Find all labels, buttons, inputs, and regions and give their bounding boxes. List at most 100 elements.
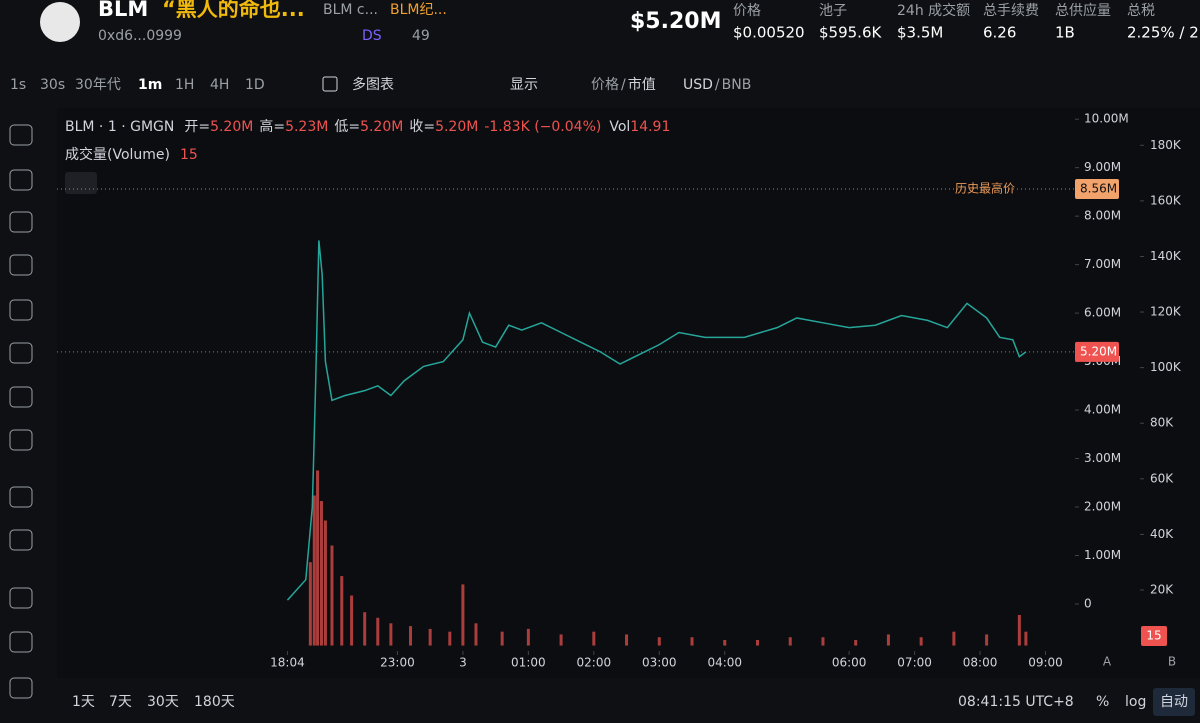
y2-tick-label: 140K (1150, 249, 1182, 263)
legend-title: 成交量(Volume) (65, 146, 170, 163)
usd[interactable]: USD (683, 77, 713, 93)
volume-bar (919, 637, 923, 646)
interval[interactable]: 4H (210, 77, 229, 93)
stat-value: $3.5M (897, 24, 943, 42)
ohlc-legend: BLM · 1 · GMGN 开=5.20M 高=5.23M 低=5.20M 收=5.2… (65, 118, 670, 135)
interval[interactable]: 1s (10, 77, 26, 93)
range[interactable]: 1天 (72, 694, 95, 710)
volume-bar (500, 631, 504, 646)
auto-bg (1153, 688, 1195, 716)
views: 49 (412, 28, 430, 44)
tool-icon[interactable] (9, 342, 33, 364)
tool-icon[interactable] (9, 486, 33, 508)
tool-icon[interactable] (9, 386, 33, 408)
ath-label: 8.56M (1080, 182, 1117, 196)
x-tick-label: 08:00 (963, 656, 998, 670)
volume-bar (657, 637, 661, 646)
interval[interactable]: 1m (138, 77, 162, 93)
y2-tick-label: 180K (1150, 138, 1182, 152)
mcap[interactable]: 市值 (628, 76, 656, 93)
bnb[interactable]: BNB (722, 77, 752, 93)
tool-icon[interactable] (9, 169, 33, 191)
y-tick-label: 8.00M (1084, 209, 1121, 223)
y2-tick-label: 40K (1150, 527, 1174, 541)
stat-label: 总税 (1127, 3, 1155, 19)
value: 5.20M (435, 119, 478, 135)
value: 5.20M (210, 119, 253, 135)
volume-bar (409, 626, 413, 646)
multi-chart[interactable]: 多图表 (352, 76, 394, 93)
stat-label: 价格 (733, 3, 761, 19)
tool-icon[interactable] (9, 254, 33, 276)
price-mcap: 价格 / 市值 (591, 76, 656, 93)
y-tick-label: 7.00M (1084, 257, 1121, 271)
tag[interactable]: BLM c... (323, 2, 378, 18)
auto[interactable]: 自动 (1160, 694, 1188, 710)
interval[interactable]: 1D (245, 77, 265, 93)
ath-label-bg (1075, 179, 1119, 200)
volume-bar (448, 631, 452, 646)
collapse-button[interactable] (65, 172, 97, 194)
y-tick-label: 2.00M (1084, 500, 1121, 514)
stat-value: $595.6K (819, 24, 882, 42)
volume-bar (952, 631, 956, 646)
volume-bar (821, 637, 825, 646)
clock: 08:41:15 UTC+8 (958, 694, 1074, 710)
x-tick-label: 3 (459, 656, 467, 670)
volume-legend: 成交量(Volume) 15 (65, 146, 198, 163)
value: 15 (180, 147, 198, 163)
volume-bar (363, 612, 367, 646)
tool-icon[interactable] (9, 631, 33, 653)
y-tick-label: 10.00M (1084, 112, 1129, 126)
tool-icon[interactable] (9, 124, 33, 146)
y2-tick-label: 20K (1150, 582, 1174, 596)
y2-tick-label: 80K (1150, 416, 1174, 430)
label: 开= (184, 119, 210, 135)
volume-bar (723, 639, 727, 646)
interval[interactable]: 30年代 (75, 77, 121, 93)
interval[interactable]: 1H (175, 77, 194, 93)
y2-tick-label: 60K (1150, 471, 1174, 485)
volume-bar (376, 617, 380, 646)
y2-tick-label: 120K (1150, 305, 1182, 319)
x-tick-label: 18:04 (270, 656, 305, 670)
range[interactable]: 180天 (194, 694, 235, 710)
price[interactable]: 价格 (591, 77, 619, 93)
percent[interactable]: % (1096, 694, 1109, 710)
ds[interactable]: DS (362, 28, 382, 44)
tool-icon[interactable] (9, 529, 33, 551)
stat-value: $0.00520 (733, 24, 805, 42)
tool-icon[interactable] (9, 211, 33, 233)
y-tick-label: 1.00M (1084, 548, 1121, 562)
range[interactable]: 30天 (147, 694, 179, 710)
interval[interactable]: 30s (40, 77, 65, 93)
tag[interactable]: BLM纪... (390, 2, 447, 18)
axis-button[interactable]: A (1103, 655, 1112, 669)
address[interactable]: 0xd6...0999 (98, 28, 182, 44)
tool-icon[interactable] (9, 587, 33, 609)
legend-title: BLM · 1 · GMGN (65, 119, 174, 135)
token-name[interactable]: “黑人的命也... (162, 0, 305, 21)
volume-bar (625, 634, 629, 646)
y-tick-label: 0 (1084, 596, 1092, 610)
price-label-bg (1075, 341, 1119, 362)
volume-bar (854, 639, 858, 646)
x-tick-label: 09:00 (1028, 656, 1063, 670)
checkbox[interactable] (322, 76, 338, 92)
tool-icon[interactable] (9, 429, 33, 451)
axis-button[interactable]: B (1168, 655, 1176, 669)
label: 高= (259, 118, 285, 135)
symbol: BLM (98, 0, 148, 21)
volume-bar (389, 623, 393, 646)
range[interactable]: 7天 (109, 694, 132, 710)
stat-label: 总供应量 (1055, 2, 1111, 19)
volume-bar (985, 634, 989, 646)
tool-icon[interactable] (9, 677, 33, 699)
log[interactable]: log (1125, 694, 1146, 710)
volume-bar (428, 628, 432, 646)
tool-icon[interactable] (9, 299, 33, 321)
x-tick-label: 02:00 (577, 656, 612, 670)
x-tick-label: 01:00 (511, 656, 546, 670)
display[interactable]: 显示 (510, 77, 538, 93)
volume-bar (319, 501, 323, 646)
